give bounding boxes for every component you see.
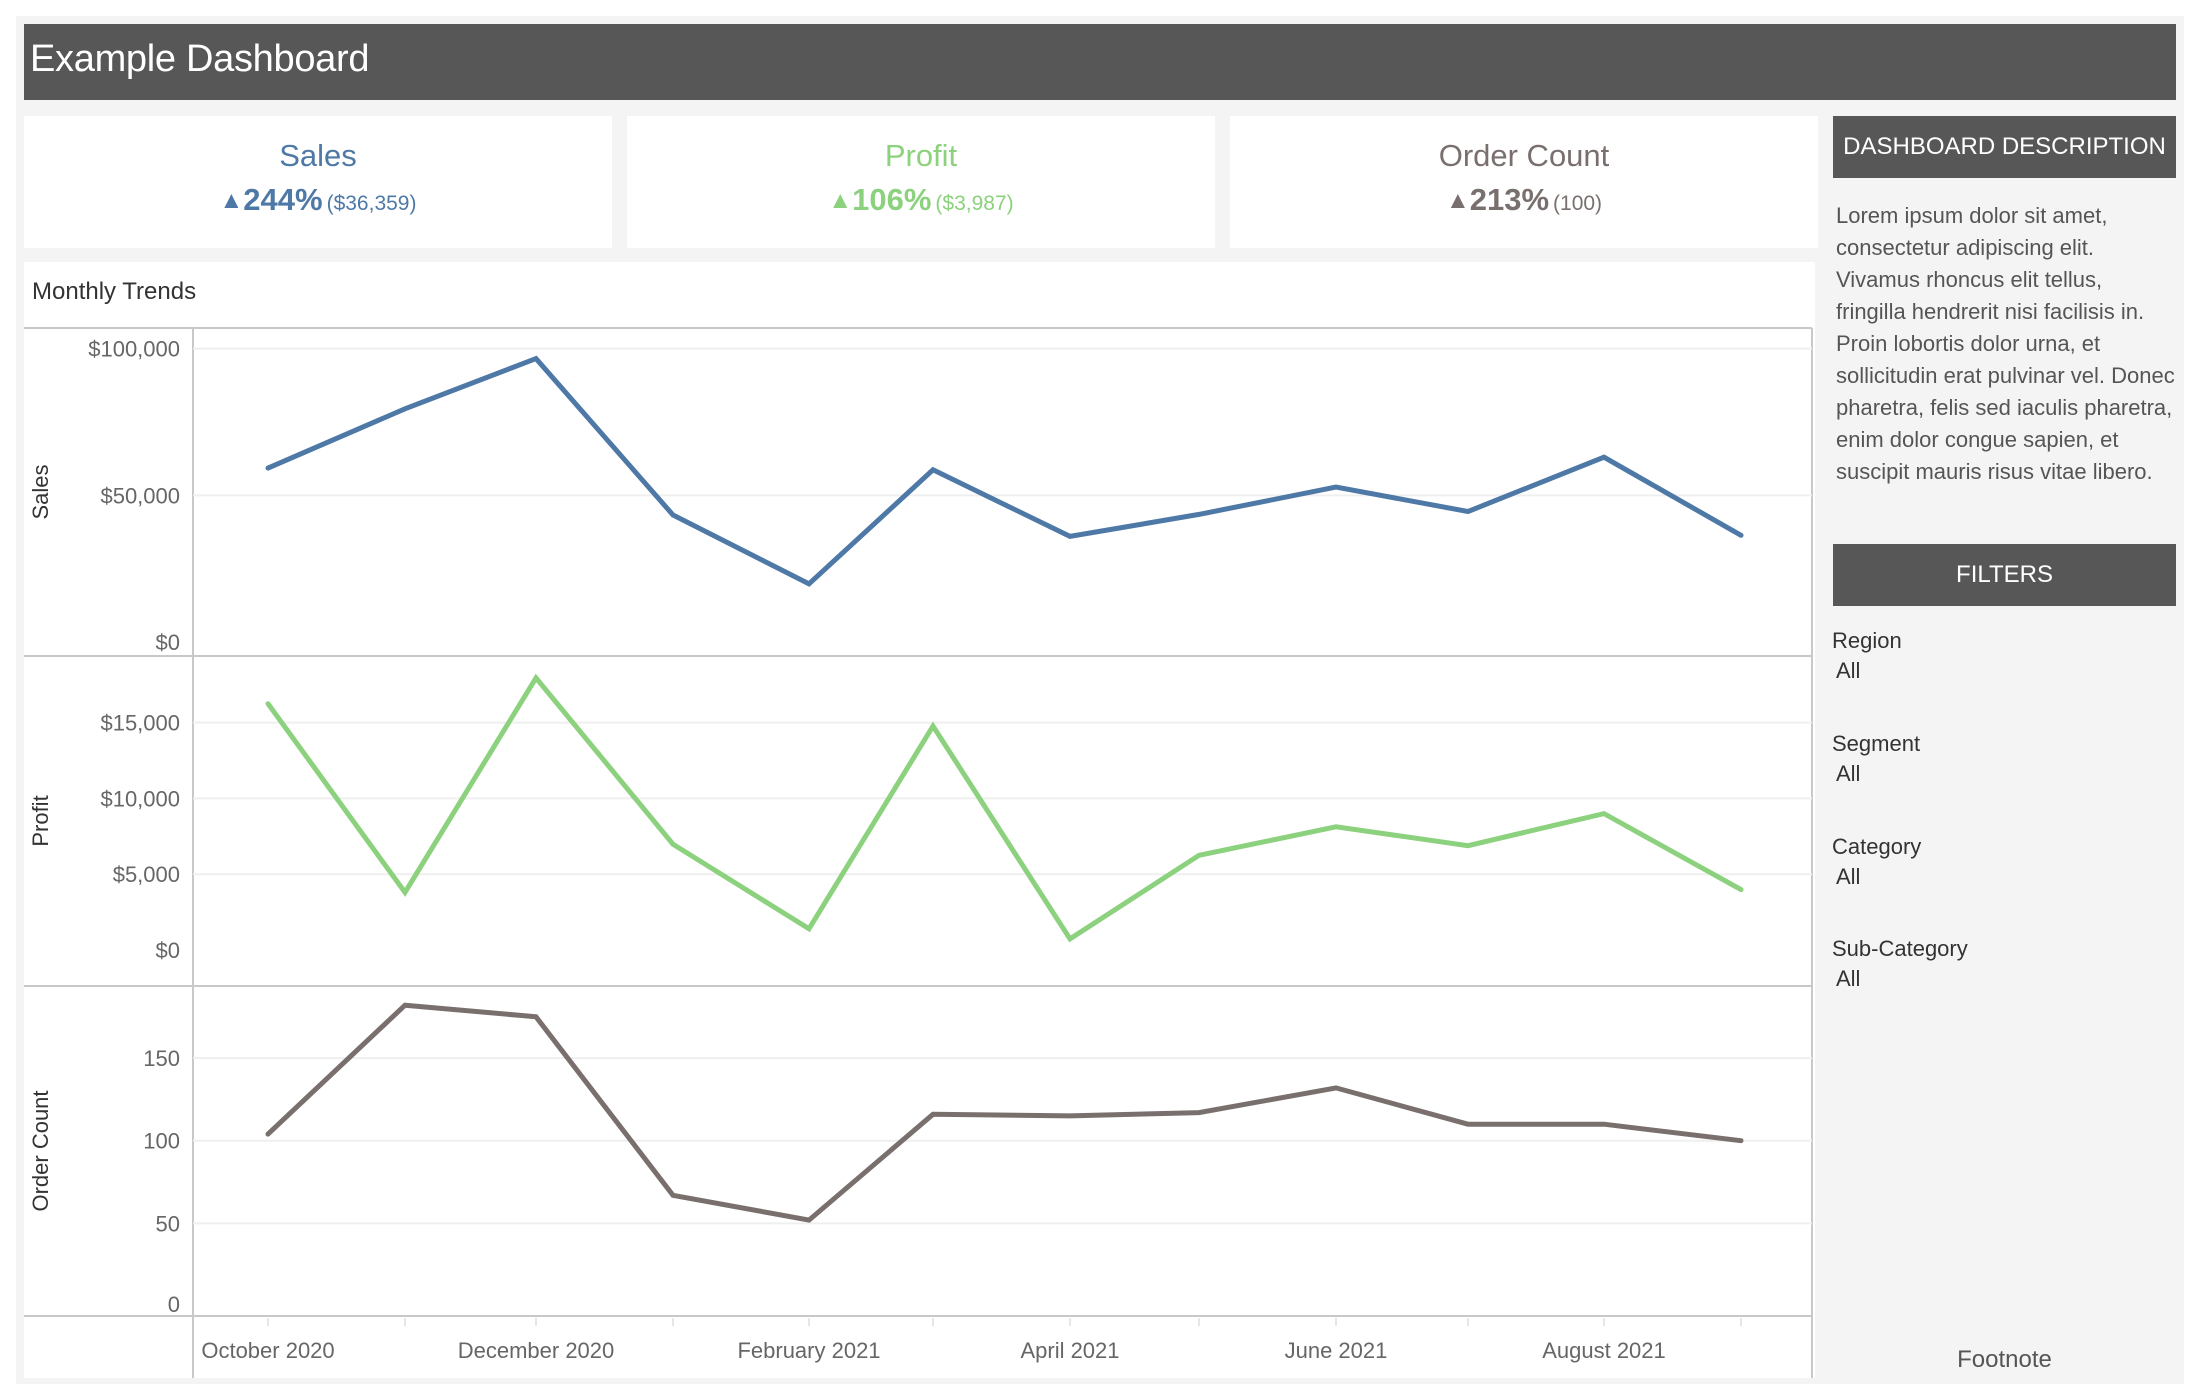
- y-tick-label: $10,000: [100, 786, 180, 811]
- kpi-pct: 244%: [243, 182, 323, 217]
- filter-label: Region: [1832, 628, 1902, 653]
- y-tick-label: $0: [156, 938, 180, 963]
- filters-header: FILTERS: [1833, 544, 2176, 606]
- y-tick-label: 150: [143, 1046, 180, 1071]
- kpi-card-sales[interactable]: Sales ▲244% ($36,359): [24, 116, 612, 248]
- y-tick-label: 50: [156, 1211, 180, 1236]
- kpi-abs: ($36,359): [326, 192, 417, 215]
- kpi-pct: 106%: [852, 182, 932, 217]
- x-tick-label: August 2021: [1542, 1338, 1666, 1363]
- up-triangle-icon: ▲: [1445, 187, 1470, 214]
- filter-category[interactable]: Category All: [1832, 834, 2172, 890]
- kpi-label: Order Count: [1438, 138, 1610, 173]
- footnote: Footnote: [1957, 1346, 2052, 1373]
- chart-title: Monthly Trends: [32, 278, 197, 305]
- y-tick-label: $5,000: [113, 862, 180, 887]
- series-line-order-count[interactable]: [265, 1002, 1744, 1223]
- page-title: Example Dashboard: [30, 38, 370, 80]
- kpi-card-profit[interactable]: Profit ▲106% ($3,987): [627, 116, 1215, 248]
- kpi-pct: 213%: [1469, 182, 1550, 217]
- x-tick-label: February 2021: [737, 1338, 880, 1363]
- kpi-card-order-count[interactable]: Order Count ▲213% (100): [1230, 116, 1818, 248]
- y-tick-label: $100,000: [88, 337, 180, 362]
- filter-value[interactable]: All: [1836, 864, 1861, 889]
- kpi-value: ▲244% ($36,359): [24, 182, 612, 218]
- kpi-value: ▲213% (100): [1230, 182, 1818, 218]
- monthly-trends-panel: Monthly Trends $0 $50,000 $100,000 Sales $0 $…: [24, 262, 1815, 1378]
- kpi-abs: (100): [1553, 192, 1603, 215]
- y-axis-title: Order Count: [28, 1090, 53, 1211]
- filter-segment[interactable]: Segment All: [1832, 731, 2172, 787]
- filter-value[interactable]: All: [1836, 658, 1861, 683]
- x-tick-label: June 2021: [1285, 1338, 1388, 1363]
- trend-chart[interactable]: $0 $50,000 $100,000 Sales $0 $5,000 $10,000 $15…: [24, 262, 1815, 1378]
- y-tick-label: $15,000: [100, 711, 180, 736]
- y-axis-title: Sales: [28, 464, 53, 519]
- x-tick-label: October 2020: [201, 1338, 334, 1363]
- x-tick-label: April 2021: [1020, 1338, 1119, 1363]
- series-line-profit[interactable]: [265, 673, 1744, 943]
- y-tick-label: $50,000: [100, 483, 180, 508]
- up-triangle-icon: ▲: [219, 187, 244, 214]
- description-header: DASHBOARD DESCRIPTION: [1833, 116, 2176, 178]
- y-axis-title: Profit: [28, 795, 53, 846]
- filter-label: Sub-Category: [1832, 936, 1968, 961]
- filter-value[interactable]: All: [1836, 761, 1861, 786]
- filter-region[interactable]: Region All: [1832, 628, 2172, 684]
- description-text: Lorem ipsum dolor sit amet, consectetur …: [1836, 203, 2175, 484]
- filter-sub-category[interactable]: Sub-Category All: [1832, 936, 2172, 992]
- kpi-abs: ($3,987): [935, 192, 1014, 215]
- filter-label: Segment: [1832, 731, 1921, 756]
- y-tick-label: $0: [156, 630, 180, 655]
- title-bar: Example Dashboard: [24, 24, 2176, 100]
- filter-label: Category: [1832, 834, 1922, 859]
- kpi-value: ▲106% ($3,987): [627, 182, 1215, 218]
- y-tick-label: 100: [143, 1129, 180, 1154]
- series-line-sales[interactable]: [265, 355, 1744, 587]
- up-triangle-icon: ▲: [828, 187, 853, 214]
- filter-value[interactable]: All: [1836, 966, 1861, 991]
- y-tick-label: 0: [168, 1292, 180, 1317]
- kpi-label: Sales: [279, 138, 357, 173]
- kpi-label: Profit: [884, 138, 958, 173]
- x-tick-label: December 2020: [458, 1338, 615, 1363]
